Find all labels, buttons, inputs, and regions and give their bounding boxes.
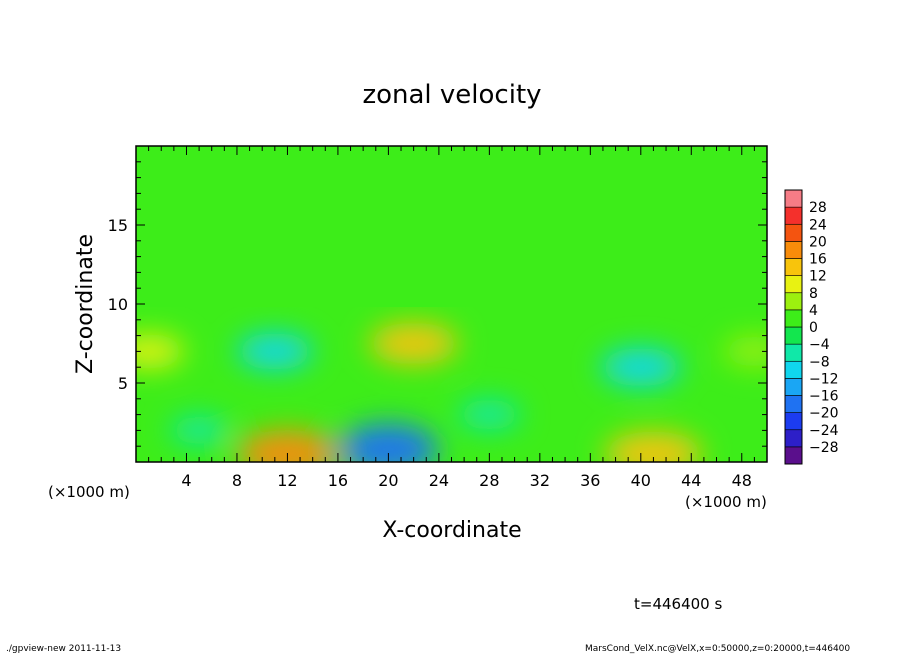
colorbar-swatch (784, 206, 803, 225)
colorbar-label: 16 (809, 252, 827, 268)
field-feature (723, 336, 767, 367)
colorbar-swatch (784, 275, 803, 294)
colorbar-label: −4 (809, 337, 830, 353)
colorbar-swatch (784, 241, 803, 259)
time-label: t=446400 s (634, 595, 722, 613)
colorbar-swatch (784, 412, 803, 431)
y-tick-label: 15 (108, 216, 128, 235)
colorbar-swatch (784, 258, 803, 276)
x-unit-note: (×1000 m) (48, 483, 130, 501)
field-background (136, 146, 767, 462)
colorbar-label: −8 (809, 354, 830, 370)
y-tick-label: 5 (118, 374, 128, 393)
colorbar-label: 24 (809, 217, 827, 233)
x-tick-label: 32 (530, 471, 550, 490)
colorbar-swatch (784, 378, 803, 396)
y-axis-label: Z-coordinate (73, 234, 98, 374)
colorbar-swatch (784, 292, 803, 311)
colorbar-swatch (784, 429, 803, 448)
footer-left: ./gpview-new 2011-11-13 (6, 644, 121, 654)
colorbar-swatch (784, 189, 803, 208)
colorbar-label: −20 (809, 406, 839, 422)
field-feature (338, 423, 439, 462)
x-tick-label: 24 (429, 471, 449, 490)
y-tick-label: 10 (108, 295, 128, 314)
colorbar-label: 4 (809, 303, 818, 319)
colorbar-swatch (784, 446, 803, 465)
colorbar-swatch (784, 309, 803, 328)
colorbar-swatch (784, 326, 803, 345)
x-tick-label: 36 (580, 471, 600, 490)
chart-title: zonal velocity (362, 80, 541, 110)
field-features (136, 322, 767, 462)
x-axis-label: X-coordinate (382, 518, 521, 543)
colorbar-label: 28 (809, 200, 827, 216)
colorbar-label: 8 (809, 286, 818, 302)
footer-right: MarsCond_VelX.nc@VelX,x=0:50000,z=0:2000… (585, 644, 850, 654)
field-feature (136, 334, 185, 369)
colorbar-label: 20 (809, 234, 827, 250)
field-feature (458, 399, 521, 430)
x-tick-label: 20 (378, 471, 398, 490)
field-feature (170, 415, 229, 445)
x-tick-label: 12 (277, 471, 297, 490)
x-tick-label: 8 (232, 471, 242, 490)
colorbar-label: −24 (809, 423, 839, 439)
x-tick-label: 40 (631, 471, 651, 490)
colorbar-frame (784, 189, 803, 465)
x-tick-label: 28 (479, 471, 499, 490)
field-feature (369, 322, 459, 365)
y-axis: 5 10 15 (108, 161, 767, 447)
colorbar-swatch (784, 360, 803, 379)
field-feature (604, 431, 703, 462)
colorbar-label: −12 (809, 371, 839, 387)
heatmap-field (136, 146, 767, 462)
x-tick-label: 44 (681, 471, 701, 490)
colorbar-label: 12 (809, 269, 827, 285)
colorbar-swatch (784, 395, 803, 413)
field-feature (237, 333, 313, 370)
colorbar-label: −16 (809, 389, 839, 405)
x-tick-label: 4 (181, 471, 191, 490)
colorbar-swatch (784, 223, 803, 242)
x-axis: 4 8 12 16 20 24 28 32 36 40 44 48 (148, 146, 755, 490)
x-tick-label: 16 (328, 471, 348, 490)
field-feature (600, 348, 681, 387)
colorbar-label: 0 (809, 320, 818, 336)
x-unit-note-right: (×1000 m) (685, 493, 767, 511)
colorbar-label: −28 (809, 440, 839, 456)
x-tick-label: 48 (732, 471, 752, 490)
field-feature (237, 429, 338, 462)
colorbar-swatch (784, 343, 803, 362)
